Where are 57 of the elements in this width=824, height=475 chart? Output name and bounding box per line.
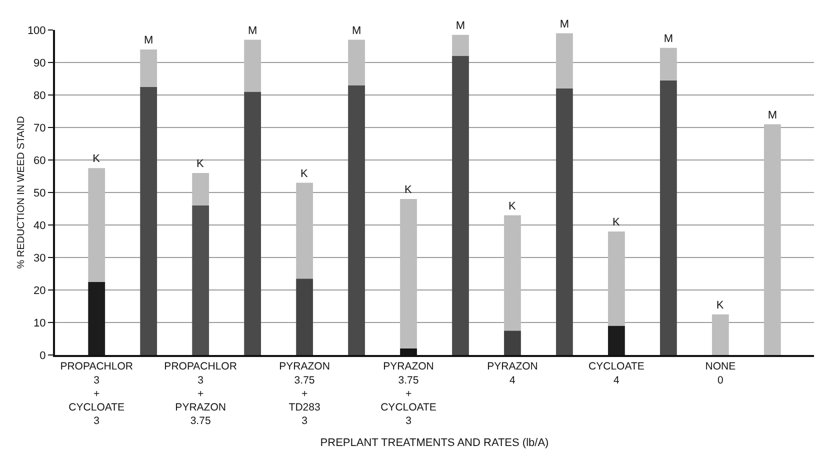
y-tick-label: 30	[34, 252, 46, 264]
data-label: M	[352, 24, 362, 37]
y-tick-label: 20	[34, 284, 46, 297]
bar	[88, 168, 106, 282]
x-axis-title: PREPLANT TREATMENTS AND RATES (lb/A)	[320, 436, 549, 449]
bar	[556, 33, 573, 88]
data-label: M	[456, 20, 466, 32]
bar	[296, 182, 313, 279]
bar	[608, 232, 625, 326]
x-tick-label: PYRAZON 3.75 + TD283 3	[279, 360, 330, 428]
bar	[244, 40, 261, 92]
y-tick-label: 70	[34, 122, 46, 134]
x-tick-label: PROPACHLOR 3 + PYRAZON 3.75	[164, 360, 238, 428]
data-label: M	[664, 32, 674, 45]
y-tick-label: 50	[34, 187, 46, 200]
data-label: M	[560, 18, 570, 30]
data-label: M	[248, 24, 258, 37]
x-tick-label: PROPACHLOR 3 + CYCLOATE 3	[60, 360, 134, 428]
y-tick-label: 80	[34, 90, 46, 102]
data-label: K	[404, 184, 413, 196]
bar	[452, 34, 469, 56]
data-label: M	[768, 109, 777, 122]
bar	[348, 40, 365, 86]
y-tick-label: 40	[34, 220, 46, 232]
bar	[140, 50, 158, 87]
bar	[660, 80, 677, 355]
x-tick-label: PYRAZON 4	[487, 360, 538, 386]
bar	[660, 48, 677, 80]
y-axis-title: % REDUCTION IN WEED STAND	[16, 116, 27, 269]
data-label: K	[716, 299, 724, 312]
data-label: K	[508, 200, 516, 212]
x-tick-label: CYCLOATE 4	[588, 360, 644, 386]
data-label: K	[612, 216, 620, 228]
bar	[556, 88, 573, 355]
bar	[244, 92, 261, 355]
y-tick-label: 10	[34, 317, 46, 330]
data-label: M	[144, 34, 154, 46]
bar	[296, 278, 313, 355]
bar	[504, 215, 521, 331]
bar	[764, 124, 781, 355]
data-label: K	[92, 153, 101, 166]
bar	[400, 199, 417, 348]
data-label: K	[196, 158, 205, 170]
y-tick-label: 60	[34, 154, 46, 167]
bar	[504, 330, 521, 355]
bar	[452, 56, 469, 355]
x-tick-label: PYRAZON 3.75 + CYCLOATE 3	[380, 360, 436, 428]
y-tick-label: 100	[27, 24, 46, 37]
bar	[140, 86, 158, 355]
bar	[712, 314, 729, 355]
bar	[192, 173, 210, 206]
bar	[348, 85, 365, 355]
y-tick-label: 0	[40, 350, 46, 362]
y-tick-label: 90	[34, 57, 46, 70]
x-tick-label: NONE 0	[705, 360, 736, 386]
bar	[192, 206, 210, 355]
data-label: K	[300, 168, 309, 180]
